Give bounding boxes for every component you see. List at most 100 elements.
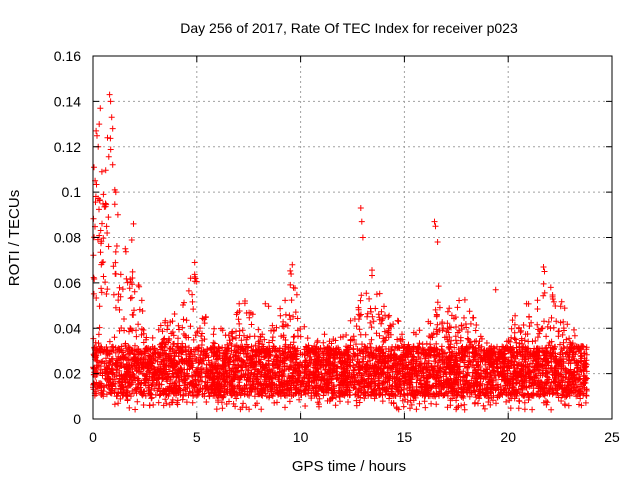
data-point [358, 311, 364, 318]
data-point [463, 386, 470, 393]
data-point [293, 347, 300, 354]
data-point [115, 297, 122, 304]
data-point [213, 406, 220, 413]
data-point [526, 383, 533, 390]
data-point [249, 353, 256, 360]
data-point [94, 357, 101, 364]
data-point [265, 303, 272, 310]
data-point [563, 393, 570, 400]
data-point [454, 358, 461, 365]
data-point [505, 338, 512, 344]
data-point [135, 381, 141, 388]
data-point [124, 391, 131, 397]
data-point [103, 201, 110, 208]
data-point [284, 354, 291, 361]
data-point [384, 330, 391, 336]
data-point [465, 336, 472, 343]
data-point [549, 385, 555, 392]
data-point [340, 381, 347, 388]
data-point [148, 373, 155, 380]
data-point [140, 402, 147, 408]
data-point [178, 374, 185, 380]
data-point [246, 392, 253, 399]
data-point [399, 331, 405, 338]
data-point [134, 385, 141, 392]
data-point [322, 363, 329, 369]
data-point [370, 376, 377, 383]
data-point [104, 230, 111, 236]
data-point [390, 321, 397, 328]
data-point [426, 373, 433, 380]
data-point [345, 399, 351, 405]
data-point [502, 344, 509, 351]
data-point [90, 380, 97, 387]
data-point [103, 223, 110, 230]
data-point [119, 286, 126, 293]
data-point [478, 343, 485, 350]
data-point [512, 355, 519, 362]
data-point [423, 382, 430, 389]
data-point [290, 392, 297, 398]
data-point [545, 358, 552, 365]
data-point [448, 312, 455, 319]
data-point [353, 341, 359, 348]
data-point [436, 304, 443, 311]
data-point [314, 351, 321, 358]
data-point [112, 360, 119, 367]
data-point [521, 377, 528, 384]
data-point [103, 291, 110, 297]
data-point [317, 384, 323, 391]
data-point [549, 369, 556, 376]
data-point [560, 389, 567, 395]
data-point [403, 350, 410, 357]
data-point [164, 322, 171, 329]
data-point [290, 313, 297, 320]
data-point [107, 358, 114, 365]
data-point [222, 389, 229, 396]
data-point [129, 327, 136, 334]
data-point [464, 329, 471, 335]
data-point [288, 271, 295, 277]
data-point [379, 315, 386, 322]
data-point [433, 312, 440, 319]
data-point [556, 328, 562, 335]
data-point [529, 379, 536, 386]
data-point [95, 385, 101, 392]
data-point [106, 375, 113, 382]
data-point [111, 372, 118, 378]
data-point [226, 337, 233, 344]
data-point [257, 371, 264, 378]
data-point [427, 352, 434, 359]
data-point [385, 325, 392, 332]
data-point [452, 381, 459, 388]
data-point [540, 399, 547, 406]
data-point [539, 358, 546, 365]
data-point [311, 392, 318, 399]
data-point [402, 396, 409, 403]
data-point [210, 353, 217, 360]
data-point [333, 363, 340, 370]
data-point [155, 399, 162, 406]
data-point [473, 358, 480, 365]
data-point [461, 401, 468, 408]
data-point [166, 401, 173, 408]
data-point [306, 357, 313, 364]
data-point [526, 363, 533, 370]
data-point [100, 235, 107, 242]
data-point [116, 359, 123, 366]
data-point [486, 355, 493, 361]
data-point [239, 404, 246, 411]
data-point [248, 369, 255, 376]
data-point [394, 317, 401, 324]
data-point [390, 399, 397, 406]
data-point [453, 340, 460, 347]
data-point [135, 321, 142, 328]
data-point [120, 384, 127, 391]
data-point [248, 388, 255, 395]
data-point [232, 392, 238, 399]
data-point [293, 353, 300, 360]
data-point [198, 369, 205, 376]
data-point [98, 285, 105, 292]
data-point [426, 383, 433, 390]
